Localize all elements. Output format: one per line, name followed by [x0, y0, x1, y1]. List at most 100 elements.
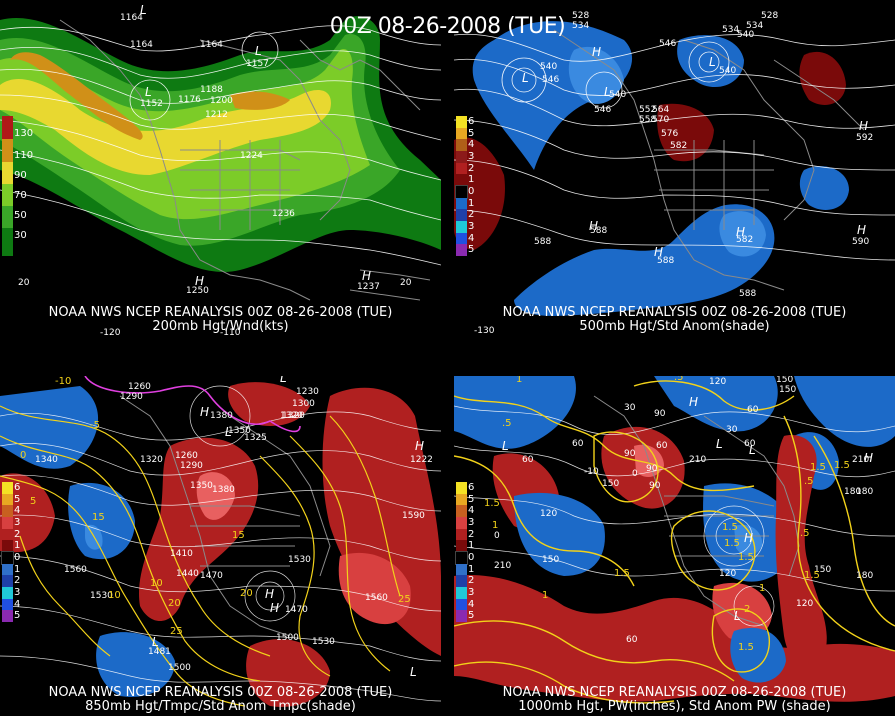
colorbar-swatch — [456, 162, 467, 175]
svg-text:1157: 1157 — [246, 59, 269, 69]
svg-text:1340: 1340 — [35, 455, 58, 465]
colorbar-swatch — [456, 575, 467, 587]
caption-line2: 200mb Hgt/Wnd(kts) — [152, 319, 289, 334]
svg-text:120: 120 — [540, 509, 557, 519]
anom-pos-2 — [657, 103, 714, 162]
colorbar-label: 3 — [14, 517, 21, 528]
coastlines — [59, 19, 431, 301]
pw-labels: 1 .5 1 1.5 .5 1.5 1.5 1 1.5 .5 1.5 2 1.5… — [484, 376, 850, 653]
svg-text:150: 150 — [779, 385, 796, 395]
height-contours — [0, 385, 441, 702]
colorbar-label: 2 — [14, 528, 21, 540]
svg-text:534: 534 — [722, 25, 739, 35]
svg-text:H: H — [744, 531, 753, 545]
svg-text:2: 2 — [744, 604, 750, 615]
caption-line2: 500mb Hgt/Std Anom(shade) — [579, 319, 770, 334]
svg-text:30: 30 — [726, 425, 738, 435]
svg-text:H: H — [362, 269, 371, 283]
svg-text:1530: 1530 — [288, 555, 311, 565]
colorbar-swatch — [455, 185, 468, 199]
colorbar-swatch — [2, 610, 13, 622]
anom-neg-7 — [730, 627, 786, 683]
svg-text:-5: -5 — [90, 420, 100, 431]
svg-text:150: 150 — [776, 376, 793, 385]
colorbar-label: 6 — [468, 116, 475, 127]
caption-line1: NOAA NWS NCEP REANALYSIS 00Z 08-26-2008 … — [502, 305, 847, 320]
temp-contours — [0, 405, 401, 707]
svg-text:150: 150 — [602, 479, 619, 489]
caption-line2: 1000mb Hgt, PW(inches), Std Anom PW (sha… — [518, 699, 831, 714]
colorbar-swatch — [2, 598, 13, 611]
colorbar-label: 2 — [468, 209, 475, 221]
svg-text:588: 588 — [657, 256, 674, 266]
svg-text:540: 540 — [737, 30, 754, 40]
colorbar-swatch — [456, 493, 467, 506]
colorbar-swatch — [456, 540, 467, 552]
height-contours — [0, 25, 441, 266]
svg-text:1.5: 1.5 — [724, 538, 740, 549]
svg-text:1176: 1176 — [178, 95, 201, 105]
svg-text:1590: 1590 — [402, 511, 425, 521]
svg-text:1.5: 1.5 — [810, 462, 826, 473]
svg-text:L: L — [604, 85, 611, 99]
pressure-centers: L H L L H H H H H — [522, 45, 868, 259]
colorbar-swatch — [456, 127, 467, 140]
svg-text:L: L — [255, 44, 262, 58]
svg-text:1325: 1325 — [244, 433, 267, 443]
jet-110b — [230, 91, 290, 110]
colorbar-label: 0 — [468, 186, 475, 197]
colorbar-label: 2 — [468, 162, 475, 174]
anom-pos-3 — [775, 435, 827, 667]
svg-text:.5: .5 — [674, 376, 684, 383]
svg-text:H: H — [265, 587, 274, 601]
svg-text:L: L — [152, 635, 159, 649]
svg-text:590: 590 — [852, 237, 869, 247]
svg-text:1380: 1380 — [210, 411, 233, 421]
svg-text:1237: 1237 — [357, 282, 380, 292]
svg-text:H: H — [195, 274, 204, 288]
svg-text:546: 546 — [594, 105, 611, 115]
svg-text:0: 0 — [632, 469, 638, 479]
svg-text:1320: 1320 — [140, 455, 163, 465]
svg-text:592: 592 — [856, 133, 873, 143]
anom-pos-core2 — [712, 582, 772, 641]
svg-text:1230: 1230 — [296, 387, 319, 397]
svg-text:588: 588 — [739, 289, 756, 299]
colorbar-swatch — [2, 587, 13, 599]
svg-text:1500: 1500 — [168, 663, 191, 673]
colorbar-label: 0 — [468, 552, 475, 563]
anom-neg-2 — [654, 376, 778, 432]
colorbar-label: 3 — [468, 151, 475, 162]
svg-text:H: H — [654, 245, 663, 259]
colorbar-label: 1 — [14, 540, 21, 552]
svg-text:90: 90 — [649, 481, 661, 491]
map-200mb: 20 20 -120 -110 1164 1164 1164 1188 1176… — [0, 0, 441, 336]
anom-pos-core — [196, 472, 235, 520]
svg-text:-110: -110 — [220, 328, 241, 336]
svg-text:1380: 1380 — [212, 485, 235, 495]
svg-text:60: 60 — [626, 635, 638, 645]
svg-text:1350: 1350 — [228, 426, 251, 436]
caption-500mb: NOAA NWS NCEP REANALYSIS 00Z 08-26-2008 … — [454, 306, 895, 334]
colorbar-swatch — [2, 517, 13, 529]
svg-text:1500: 1500 — [276, 633, 299, 643]
svg-text:60: 60 — [744, 439, 756, 449]
svg-text:20: 20 — [168, 598, 181, 609]
colorbar-swatch — [2, 528, 13, 541]
colorbar-label: 2 — [14, 575, 21, 587]
caption-line1: NOAA NWS NCEP REANALYSIS 00Z 08-26-2008 … — [502, 685, 847, 700]
jet-90 — [0, 79, 331, 175]
colorbar-label: 6 — [468, 482, 475, 493]
svg-text:558: 558 — [639, 115, 656, 125]
svg-text:.5: .5 — [800, 528, 810, 539]
colorbar-swatch — [456, 116, 467, 128]
svg-text:540: 540 — [540, 62, 557, 72]
colorbar-swatch — [456, 151, 467, 163]
svg-text:20: 20 — [400, 278, 412, 288]
svg-text:L: L — [749, 443, 756, 457]
colorbar-swatch — [456, 528, 467, 541]
svg-text:90: 90 — [646, 464, 658, 474]
svg-text:.5: .5 — [502, 418, 512, 429]
caption-850mb: NOAA NWS NCEP REANALYSIS 00Z 08-26-2008 … — [0, 686, 441, 714]
svg-text:588: 588 — [534, 237, 551, 247]
